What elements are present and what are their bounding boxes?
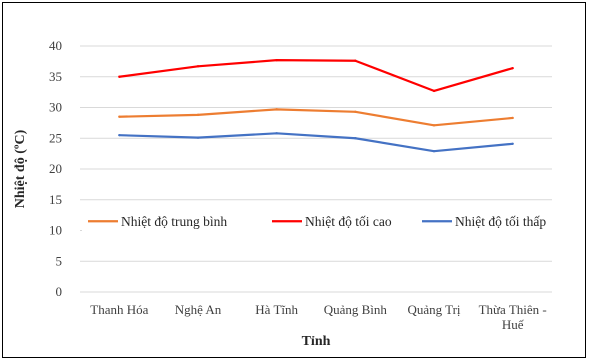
y-tick-label: 15 xyxy=(49,192,62,207)
y-axis-ticks: 0 5 10 15 20 25 30 35 40 xyxy=(49,38,62,299)
y-tick-label: 40 xyxy=(49,38,62,53)
x-axis-label: Tỉnh xyxy=(302,334,331,349)
data-point xyxy=(432,89,436,93)
y-tick-label: 25 xyxy=(49,130,62,145)
legend: Nhiệt độ trung bình Nhiệt độ tối cao Nhiệt… xyxy=(82,209,552,234)
legend-entry: Nhiệt độ tối cao xyxy=(305,214,392,229)
data-point xyxy=(354,59,357,62)
x-tick-label: Thừa Thiên -Huế xyxy=(479,302,547,332)
data-point xyxy=(196,136,200,139)
data-point xyxy=(275,108,278,111)
legend-entry: Nhiệt độ trung bình xyxy=(121,214,227,229)
data-point xyxy=(196,113,200,117)
y-tick-label: 0 xyxy=(56,284,63,299)
x-axis-ticks: Thanh Hóa Nghệ An Hà Tĩnh Quảng Bình Quảng T… xyxy=(90,302,546,332)
y-tick-label: 35 xyxy=(49,69,62,84)
y-tick-label: 30 xyxy=(49,100,62,115)
series-line-1 xyxy=(119,108,513,127)
series-line-3 xyxy=(119,132,513,153)
data-point xyxy=(432,149,436,153)
series-line-2 xyxy=(119,59,513,92)
data-point xyxy=(275,132,278,135)
legend-entry: Nhiệt độ tối thấp xyxy=(455,214,546,229)
data-point xyxy=(511,142,514,145)
y-tick-label: 5 xyxy=(56,253,63,268)
data-point xyxy=(354,110,357,114)
y-axis-label: Nhiệt độ (ºC) xyxy=(13,129,28,208)
y-tick-label: 20 xyxy=(49,161,62,176)
x-tick-label: Thanh Hóa xyxy=(90,302,148,317)
x-tick-label: Quảng Trị xyxy=(407,302,460,317)
gridlines xyxy=(80,45,552,293)
data-point xyxy=(118,115,121,118)
series-lines xyxy=(118,58,514,153)
data-point xyxy=(354,137,357,140)
x-tick-label: Quảng Bình xyxy=(324,302,388,317)
data-point xyxy=(118,75,121,78)
data-point xyxy=(511,116,514,120)
data-point xyxy=(275,58,278,62)
x-tick-label: Hà Tĩnh xyxy=(255,302,298,317)
legend-background xyxy=(82,209,552,234)
data-point xyxy=(432,124,436,127)
x-tick-label: Nghệ An xyxy=(175,302,222,317)
data-point xyxy=(511,66,514,70)
y-tick-label: 10 xyxy=(49,223,62,238)
data-point xyxy=(118,133,121,137)
data-point xyxy=(196,65,200,68)
